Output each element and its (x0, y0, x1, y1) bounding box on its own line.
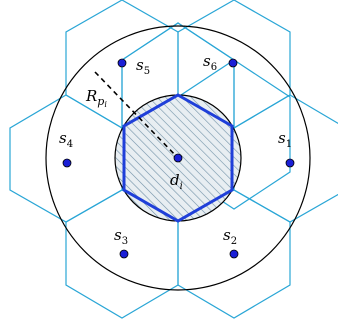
sensor-label-s5-main: s (136, 56, 144, 74)
hex-cell-s4 (9, 94, 123, 223)
center-label-main: d (170, 171, 180, 189)
sensor-label-s3-sub: 3 (122, 236, 128, 247)
sensor-label-s4: s4 (59, 129, 73, 150)
outer-range-circle (45, 25, 311, 291)
sensor-label-s1-main: s (278, 129, 286, 147)
radius-label: Rpi (85, 87, 107, 109)
sensor-label-s3: s3 (114, 226, 128, 247)
sensor-label-s5: s5 (136, 56, 150, 77)
center-hex-cell (122, 93, 234, 223)
sensor-point-s2 (229, 249, 239, 259)
sensor-point-s5 (117, 58, 127, 68)
radius-line (94, 71, 179, 159)
sensor-label-s2: s2 (223, 226, 237, 247)
sensor-label-s2-sub: 2 (231, 236, 237, 247)
sensor-point-s1 (285, 158, 295, 168)
sensor-point-s6 (228, 58, 238, 68)
sensor-label-s2-main: s (223, 226, 231, 244)
sensor-point-s3 (119, 249, 129, 259)
sensor-label-s4-sub: 4 (67, 139, 73, 150)
center-point-d (173, 153, 183, 163)
center-label-sub: i (180, 181, 183, 192)
radius-label-subsub: i (104, 100, 107, 109)
center-label: di (170, 171, 183, 192)
sensor-label-s6-main: s (203, 52, 211, 70)
sensor-label-s4-main: s (59, 129, 67, 147)
sensor-label-s6-sub: 6 (211, 62, 217, 73)
radius-label-sub: p (97, 95, 104, 108)
sensor-label-s1-sub: 1 (286, 139, 292, 150)
sensor-label-s1: s1 (278, 129, 292, 150)
sensor-point-s4 (62, 158, 72, 168)
sensor-label-s5-sub: 5 (144, 66, 150, 77)
radius-label-main: R (85, 87, 97, 105)
sensor-label-s6: s6 (203, 52, 217, 73)
hex-cell-s1 (233, 94, 338, 223)
sensor-label-s3-main: s (114, 226, 122, 244)
